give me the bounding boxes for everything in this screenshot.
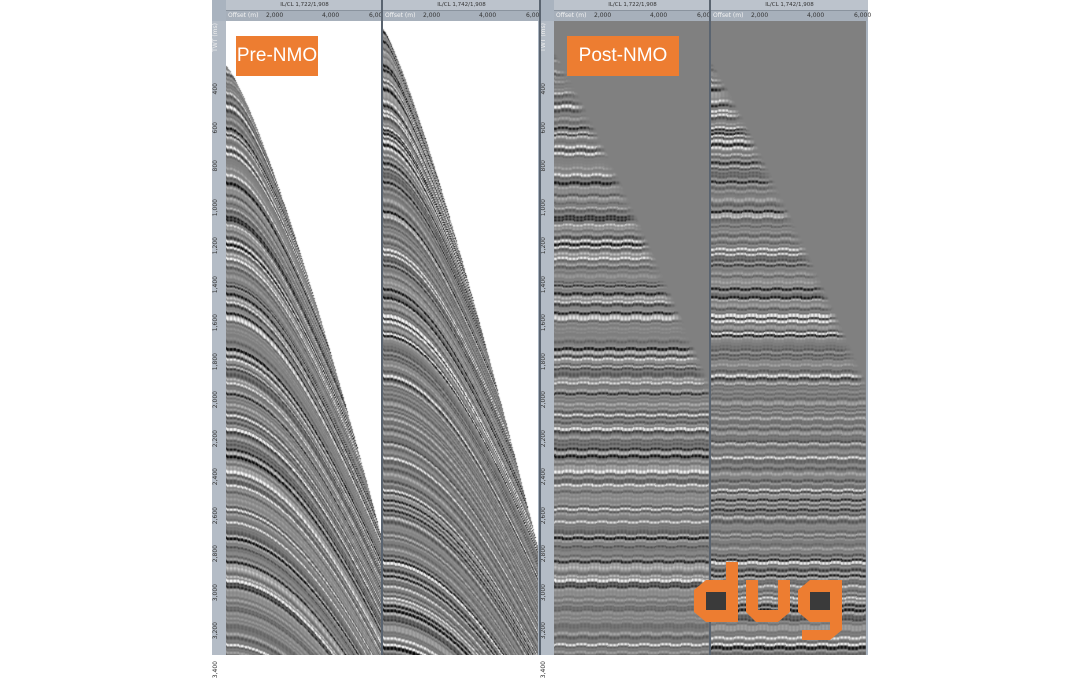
offset-tick: 2,000	[594, 12, 612, 19]
time-tick: 2,600	[540, 506, 547, 524]
offset-tick: 6,000	[369, 12, 387, 19]
offset-axis-label: Offset (m)	[713, 12, 744, 19]
offset-axis: Offset (m) 2,000 4,000 6,000	[383, 11, 544, 21]
time-tick: 600	[212, 121, 219, 133]
pre-nmo-label: Pre-NMO	[236, 36, 318, 76]
seismic-gather-canvas	[554, 21, 709, 655]
offset-tick: 2,000	[423, 12, 441, 19]
offset-axis-label: Offset (m)	[556, 12, 587, 19]
offset-tick: 4,000	[807, 12, 825, 19]
time-tick: 600	[540, 121, 547, 133]
time-tick: 1,600	[540, 314, 547, 332]
time-tick: 800	[540, 160, 547, 172]
offset-tick: 4,000	[479, 12, 497, 19]
offset-axis: Offset (m) 2,000 4,000 6,000	[226, 11, 387, 21]
panel-header: IL/CL 1,742/1,908	[383, 0, 540, 11]
seismic-gather-canvas	[383, 21, 538, 655]
time-tick: 2,800	[540, 545, 547, 563]
panel-header: IL/CL 1,742/1,908	[711, 0, 868, 11]
time-tick: 3,200	[212, 622, 219, 640]
time-tick: 3,400	[540, 660, 547, 678]
time-tick: 1,800	[212, 352, 219, 370]
panel-divider	[381, 0, 383, 655]
time-tick: 1,000	[540, 198, 547, 216]
offset-tick: 4,000	[322, 12, 340, 19]
offset-tick: 6,000	[854, 12, 872, 19]
time-tick: 1,400	[540, 275, 547, 293]
offset-axis: Offset (m) 2,000 4,000 6,000	[554, 11, 715, 21]
gather-panel[interactable]: IL/CL 1,722/1,908 Offset (m) 2,000 4,000…	[554, 0, 715, 655]
panel-header: IL/CL 1,722/1,908	[226, 0, 383, 11]
offset-tick: 4,000	[650, 12, 668, 19]
time-tick: 2,400	[212, 468, 219, 486]
time-tick: 1,200	[540, 237, 547, 255]
time-tick: 2,400	[540, 468, 547, 486]
time-tick: 3,400	[212, 660, 219, 678]
time-tick: 3,000	[540, 583, 547, 601]
gather-panel[interactable]: IL/CL 1,742/1,908 Offset (m) 2,000 4,000…	[711, 0, 872, 655]
time-tick: 2,600	[212, 506, 219, 524]
time-tick: 1,000	[212, 198, 219, 216]
gather-panel[interactable]: IL/CL 1,722/1,908 Offset (m) 2,000 4,000…	[226, 0, 387, 655]
offset-tick: 6,000	[526, 12, 544, 19]
post-nmo-label: Post-NMO	[567, 36, 679, 76]
offset-tick: 2,000	[751, 12, 769, 19]
time-tick: 2,200	[540, 429, 547, 447]
offset-axis-label: Offset (m)	[385, 12, 416, 19]
seismic-gather-canvas	[711, 21, 866, 655]
time-tick: 800	[212, 160, 219, 172]
dug-logo	[694, 562, 842, 640]
offset-tick: 6,000	[697, 12, 715, 19]
pre-nmo-view: TWT (ms) 400 600 800 1,000 1,200 1,400 1,600 1,8…	[212, 0, 544, 678]
panel-header: IL/CL 1,722/1,908	[554, 0, 711, 11]
seismic-viewer: TWT (ms) 400 600 800 1,000 1,200 1,400 1,600 1,8…	[212, 0, 872, 678]
time-tick: 400	[540, 83, 547, 95]
time-axis: TWT (ms) 400 600 800 1,000 1,200 1,400 1,600 1,8…	[212, 21, 227, 678]
time-tick: 2,000	[212, 391, 219, 409]
gather-panel[interactable]: IL/CL 1,742/1,908 Offset (m) 2,000 4,000…	[383, 0, 544, 655]
post-nmo-view: TWT (ms) 400 600 800 1,000 1,200 1,400 1,600 1,8…	[540, 0, 872, 678]
time-axis-title: TWT (ms)	[540, 23, 547, 52]
time-tick: 1,200	[212, 237, 219, 255]
time-tick: 3,000	[212, 583, 219, 601]
time-tick: 1,400	[212, 275, 219, 293]
time-tick: 2,000	[540, 391, 547, 409]
time-tick: 1,800	[540, 352, 547, 370]
offset-tick: 2,000	[266, 12, 284, 19]
time-axis-title: TWT (ms)	[212, 23, 219, 52]
time-axis: TWT (ms) 400 600 800 1,000 1,200 1,400 1,600 1,8…	[540, 21, 555, 678]
time-tick: 400	[212, 83, 219, 95]
seismic-gather-canvas	[226, 21, 381, 655]
time-tick: 3,200	[540, 622, 547, 640]
offset-axis-label: Offset (m)	[228, 12, 259, 19]
panel-divider	[709, 0, 711, 655]
view-divider	[539, 0, 541, 655]
time-tick: 2,800	[212, 545, 219, 563]
time-tick: 2,200	[212, 429, 219, 447]
offset-axis: Offset (m) 2,000 4,000 6,000	[711, 11, 872, 21]
time-tick: 1,600	[212, 314, 219, 332]
